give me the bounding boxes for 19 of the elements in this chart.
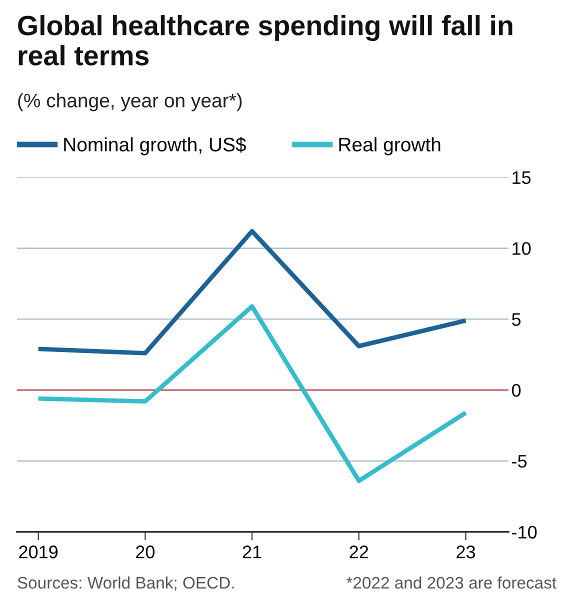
y-tick-label: -10 bbox=[512, 526, 537, 539]
x-tick-label: 20 bbox=[136, 546, 155, 558]
legend-label: Real growth bbox=[339, 137, 440, 156]
chart-subtitle: (% change, year on year*) bbox=[18, 93, 242, 112]
chart-title: Global healthcare spending will fall in real terms bbox=[18, 15, 512, 66]
x-tick-label: 22 bbox=[350, 546, 368, 558]
legend-label: Nominal growth, US$ bbox=[64, 136, 246, 156]
y-tick-label: -5 bbox=[512, 455, 527, 468]
y-tick-label: 0 bbox=[512, 384, 521, 397]
line-series bbox=[36, 304, 468, 484]
x-tick-label: 21 bbox=[242, 546, 262, 558]
line-series bbox=[36, 228, 468, 356]
y-tick-label: 10 bbox=[512, 242, 531, 255]
text: *2022 and 2023 are forecast bbox=[346, 576, 556, 589]
x-tick-label: 23 bbox=[456, 546, 476, 558]
x-tick-label: 2019 bbox=[19, 546, 58, 558]
y-tick-label: 15 bbox=[512, 171, 531, 184]
source-note: Sources: World Bank; OECD. bbox=[18, 576, 234, 591]
y-tick-label: 5 bbox=[512, 313, 521, 326]
